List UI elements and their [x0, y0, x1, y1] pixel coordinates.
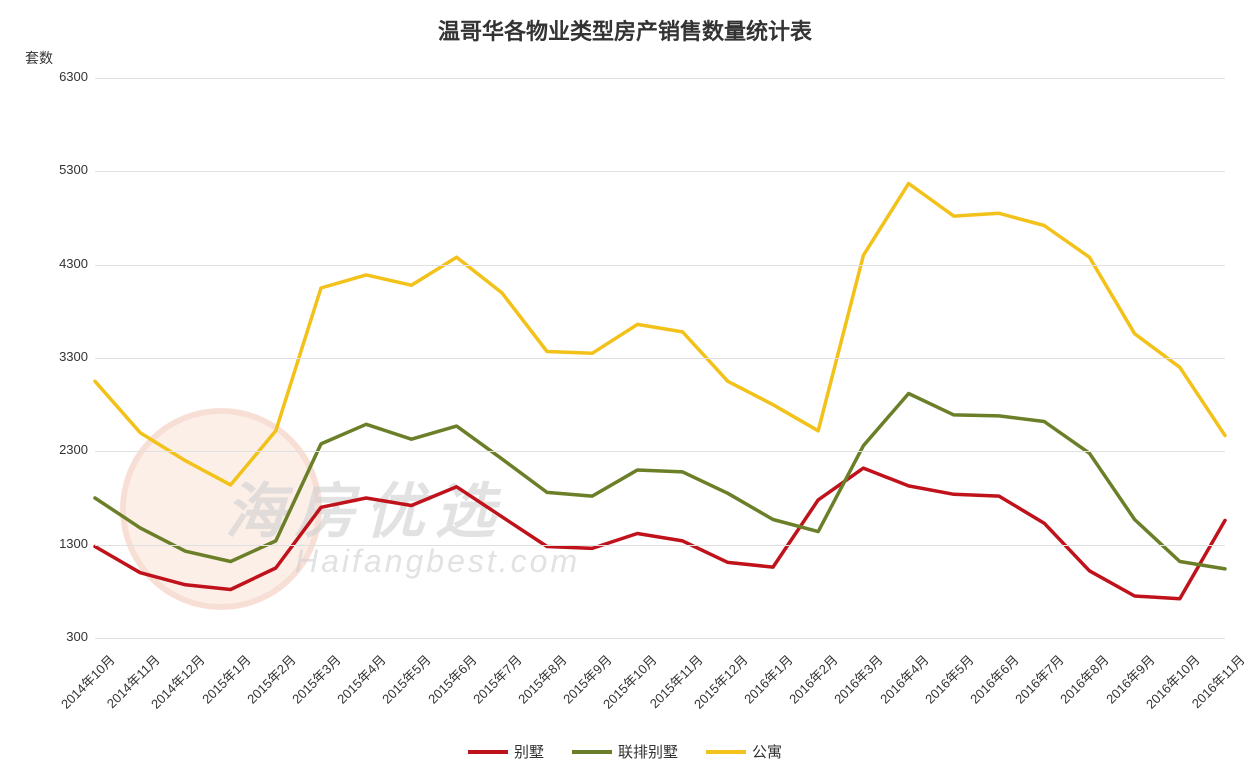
chart-title: 温哥华各物业类型房产销售数量统计表 [0, 14, 1250, 46]
legend: 别墅 联排别墅 公寓 [0, 741, 1250, 762]
legend-label: 别墅 [514, 744, 544, 761]
series-line [95, 394, 1225, 569]
legend-label: 联排别墅 [618, 744, 678, 761]
gridline [95, 358, 1225, 359]
y-tick-label: 6300 [33, 69, 88, 84]
legend-label: 公寓 [752, 744, 782, 761]
gridline [95, 171, 1225, 172]
legend-item: 别墅 [468, 741, 544, 762]
gridline [95, 638, 1225, 639]
gridline [95, 265, 1225, 266]
series-line [95, 184, 1225, 485]
gridline [95, 545, 1225, 546]
y-tick-label: 5300 [33, 162, 88, 177]
series-line [95, 468, 1225, 599]
y-tick-label: 2300 [33, 442, 88, 457]
y-axis-title: 套数 [25, 48, 53, 68]
gridline [95, 78, 1225, 79]
legend-swatch [468, 750, 508, 754]
y-tick-label: 4300 [33, 256, 88, 271]
legend-item: 公寓 [706, 741, 782, 762]
legend-swatch [572, 750, 612, 754]
y-tick-label: 3300 [33, 349, 88, 364]
legend-item: 联排别墅 [572, 741, 678, 762]
gridline [95, 451, 1225, 452]
chart-container: 温哥华各物业类型房产销售数量统计表 套数 海房优选 Haifangbest.co… [0, 0, 1250, 782]
y-tick-label: 1300 [33, 536, 88, 551]
y-tick-label: 300 [33, 629, 88, 644]
legend-swatch [706, 750, 746, 754]
